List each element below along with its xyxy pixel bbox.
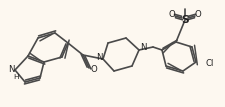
Text: O: O <box>168 10 175 19</box>
Text: N: N <box>95 53 102 62</box>
Text: O: O <box>90 65 97 74</box>
Text: N: N <box>8 65 14 74</box>
Text: N: N <box>139 42 146 51</box>
Text: H: H <box>13 74 19 80</box>
Text: O: O <box>194 10 200 19</box>
Text: S: S <box>180 15 188 25</box>
Text: Cl: Cl <box>205 59 214 68</box>
